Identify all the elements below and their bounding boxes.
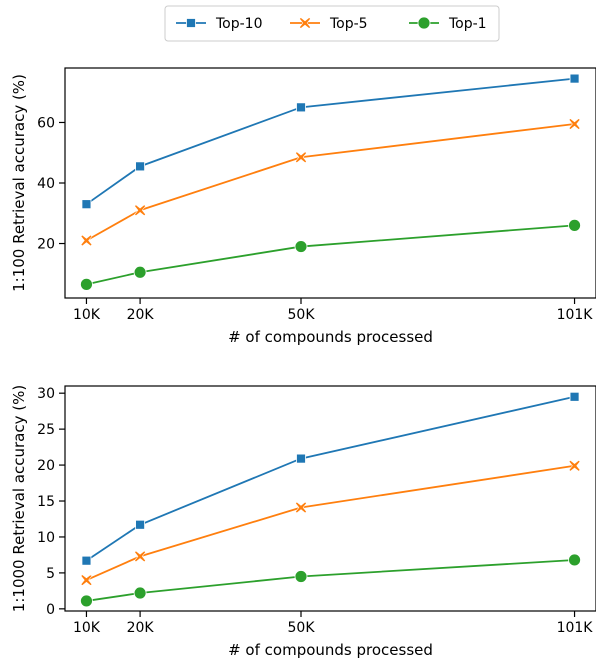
- chart-panel-top: 10K 20K 50K 101K 20 40 60 # of compounds proces…: [10, 67, 596, 346]
- series-line-top-5: [86, 123, 575, 242]
- series-top-5: [80, 118, 581, 247]
- x-tick-label: 50K: [288, 307, 316, 323]
- plot-frame: [64, 385, 596, 612]
- data-point-top-1: [80, 594, 93, 608]
- legend-item-top-5: Top-5: [290, 16, 368, 32]
- y-tick-label: 60: [37, 115, 55, 131]
- data-point-top-5: [295, 501, 307, 514]
- data-point-top-5: [80, 234, 93, 247]
- x-axis-label: # of compounds processed: [228, 328, 433, 346]
- data-point-top-1: [568, 553, 581, 567]
- data-point-top-1: [568, 218, 581, 232]
- data-point-top-10: [135, 161, 145, 172]
- legend-marker: [299, 17, 311, 29]
- data-point-top-5: [568, 118, 581, 130]
- data-point-top-10: [296, 453, 306, 464]
- legend-label: Top-5: [329, 16, 368, 32]
- data-point-top-10: [81, 199, 92, 210]
- y-tick-label: 10: [37, 530, 55, 546]
- x-tick-label: 101K: [557, 307, 594, 323]
- series-line-top-10: [85, 395, 575, 562]
- y-tick-label: 0: [46, 602, 55, 618]
- y-tick-label: 25: [37, 422, 55, 438]
- series-line-top-10: [85, 77, 575, 205]
- series-top-1: [80, 553, 581, 608]
- data-point-top-1: [294, 240, 308, 253]
- data-point-top-5: [568, 459, 581, 472]
- series-line-top-1: [86, 559, 575, 602]
- y-axis-label: 1:100 Retrieval accuracy (%): [10, 74, 28, 292]
- series-line-top-5: [86, 464, 575, 581]
- data-point-top-1: [133, 265, 147, 279]
- plot-frame: [64, 67, 596, 299]
- data-point-top-1: [80, 277, 93, 291]
- legend-marker: [186, 18, 196, 28]
- data-point-top-10: [296, 102, 306, 113]
- legend-item-top-10: Top-10: [176, 16, 263, 32]
- x-tick-label: 50K: [288, 620, 316, 636]
- chart-panel-bottom: 10K 20K 50K 101K 0 5 10 15 20 25 30 # of compounds …: [10, 385, 596, 659]
- data-point-top-1: [294, 570, 308, 583]
- y-tick-label: 5: [46, 566, 55, 582]
- data-point-top-10: [569, 73, 580, 84]
- x-axis-label: # of compounds processed: [228, 641, 433, 659]
- data-point-top-1: [133, 586, 147, 600]
- series-top-1: [80, 218, 581, 291]
- y-tick-label: 30: [37, 386, 55, 402]
- y-tick-label: 20: [37, 458, 55, 474]
- legend: Top-10 Top-5 Top-1: [164, 5, 500, 42]
- data-point-top-10: [135, 519, 145, 530]
- legend-box: [164, 5, 500, 42]
- data-point-top-5: [134, 550, 146, 563]
- data-point-top-10: [81, 555, 92, 566]
- data-point-top-10: [569, 391, 580, 402]
- data-point-top-5: [80, 574, 93, 586]
- legend-marker: [417, 16, 431, 30]
- legend-label: Top-1: [448, 16, 487, 32]
- series-top-10: [81, 73, 580, 210]
- x-tick-label: 20K: [127, 307, 155, 323]
- y-axis-label: 1:1000 Retrieval accuracy (%): [10, 385, 28, 612]
- y-tick-label: 40: [37, 176, 55, 192]
- series-top-10: [81, 391, 580, 566]
- y-tick-label: 15: [37, 494, 55, 510]
- legend-label: Top-10: [215, 16, 263, 32]
- series-line-top-1: [86, 224, 575, 286]
- legend-item-top-1: Top-1: [409, 16, 487, 32]
- data-point-top-5: [295, 151, 307, 164]
- data-point-top-5: [134, 204, 146, 217]
- x-tick-label: 10K: [73, 307, 101, 323]
- x-tick-label: 101K: [557, 620, 594, 636]
- series-top-5: [80, 459, 581, 586]
- x-tick-label: 20K: [127, 620, 155, 636]
- x-tick-label: 10K: [73, 620, 101, 636]
- y-tick-label: 20: [37, 237, 55, 253]
